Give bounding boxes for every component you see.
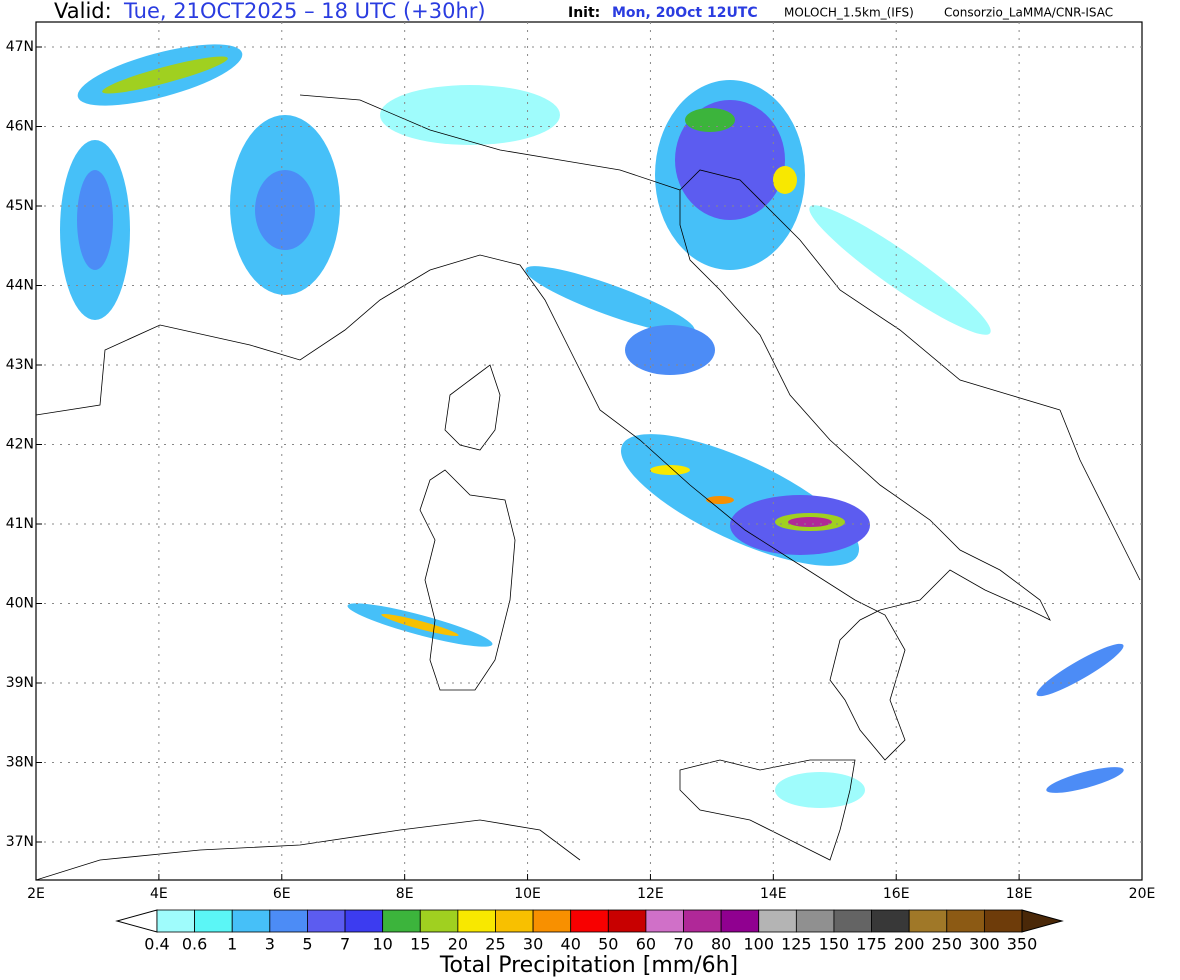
lon-label: 8E	[396, 886, 414, 902]
colorbar-level: 200	[894, 935, 925, 954]
valid-time: Tue, 21OCT2025 – 18 UTC (+30hr)	[123, 0, 486, 23]
lat-label: 47N	[6, 39, 34, 55]
colorbar-level: 30	[523, 935, 543, 954]
colorbar-box	[194, 909, 233, 933]
init-time: Mon, 20Oct 12UTC	[612, 5, 758, 21]
lon-label: 16E	[883, 886, 910, 902]
colorbar-box	[307, 909, 346, 933]
colorbar-box	[156, 909, 196, 933]
colorbar-level: 60	[636, 935, 656, 954]
precipitation	[60, 44, 1124, 808]
colorbar-level: 7	[340, 935, 350, 954]
lon-label: 6E	[273, 886, 291, 902]
lon-label: 4E	[150, 886, 168, 902]
colorbar-level: 300	[969, 935, 1000, 954]
colorbar-high-arrow	[1021, 909, 1064, 933]
colorbar-box	[983, 909, 1023, 933]
coastlines	[36, 94, 1141, 880]
lat-label: 40N	[6, 596, 34, 612]
colorbar-box	[570, 909, 609, 933]
colorbar-box	[495, 909, 534, 933]
colorbar-level: 40	[561, 935, 581, 954]
colorbar-level: 250	[932, 935, 963, 954]
lon-label: 12E	[637, 886, 664, 902]
colorbar-level: 125	[781, 935, 812, 954]
lon-label: 14E	[760, 886, 787, 902]
colorbar-box	[946, 909, 985, 933]
colorbar-title: Total Precipitation [mm/6h]	[439, 953, 738, 978]
colorbar-level: 350	[1007, 935, 1038, 954]
lon-label: 20E	[1129, 886, 1156, 902]
valid-label: Valid:	[54, 0, 112, 23]
model-name: MOLOCH_1.5km_(IFS)	[784, 6, 914, 20]
colorbar-level: 25	[485, 935, 505, 954]
colorbar-box	[457, 909, 496, 933]
lat-label: 46N	[6, 119, 34, 135]
colorbar-level: 15	[410, 935, 430, 954]
colorbar-box	[683, 909, 722, 933]
map-frame	[35, 21, 1143, 881]
colorbar-box	[231, 909, 271, 933]
colorbar-level: 100	[743, 935, 774, 954]
colorbar: 0.4 0.6 1 3 5 7 10 15 20 25 30 40 50 60 70 80 100 125 150 1…	[115, 909, 1064, 954]
lat-label: 42N	[6, 437, 34, 453]
colorbar-level: 150	[819, 935, 850, 954]
colorbar-level: 0.4	[144, 935, 169, 954]
colorbar-level: 70	[673, 935, 693, 954]
lon-label: 10E	[514, 886, 541, 902]
colorbar-box	[607, 909, 647, 933]
colorbar-level: 50	[598, 935, 618, 954]
colorbar-box	[908, 909, 948, 933]
colorbar-level: 0.6	[182, 935, 207, 954]
colorbar-level: 175	[856, 935, 887, 954]
colorbar-box	[532, 909, 572, 933]
lat-label: 44N	[6, 278, 34, 294]
colorbar-level: 3	[265, 935, 275, 954]
colorbar-low-arrow	[115, 909, 158, 933]
lat-label: 39N	[6, 675, 34, 691]
colorbar-box	[795, 909, 835, 933]
lat-label: 41N	[6, 516, 34, 532]
lon-label: 2E	[27, 886, 45, 902]
colorbar-box	[758, 909, 797, 933]
lon-label: 18E	[1006, 886, 1033, 902]
colorbar-box	[720, 909, 760, 933]
colorbar-level: 1	[227, 935, 237, 954]
colorbar-level: 10	[372, 935, 392, 954]
colorbar-box	[833, 909, 872, 933]
colorbar-level: 20	[448, 935, 468, 954]
lat-label: 37N	[6, 834, 34, 850]
colorbar-level: 5	[302, 935, 312, 954]
init-label: Init:	[568, 5, 600, 21]
map-area: 47N 46N 45N 44N 43N 42N 41N 40N 39N 38N 37N 2E 4E 6E 8…	[6, 21, 1156, 902]
colorbar-box	[344, 909, 384, 933]
colorbar-box	[871, 909, 910, 933]
lat-label: 45N	[6, 198, 34, 214]
colorbar-box	[382, 909, 421, 933]
colorbar-level: 80	[711, 935, 731, 954]
colorbar-box	[269, 909, 308, 933]
colorbar-box	[419, 909, 459, 933]
lat-label: 43N	[6, 357, 34, 373]
lat-label: 38N	[6, 755, 34, 771]
colorbar-box	[645, 909, 684, 933]
credit: Consorzio_LaMMA/CNR-ISAC	[944, 6, 1113, 20]
